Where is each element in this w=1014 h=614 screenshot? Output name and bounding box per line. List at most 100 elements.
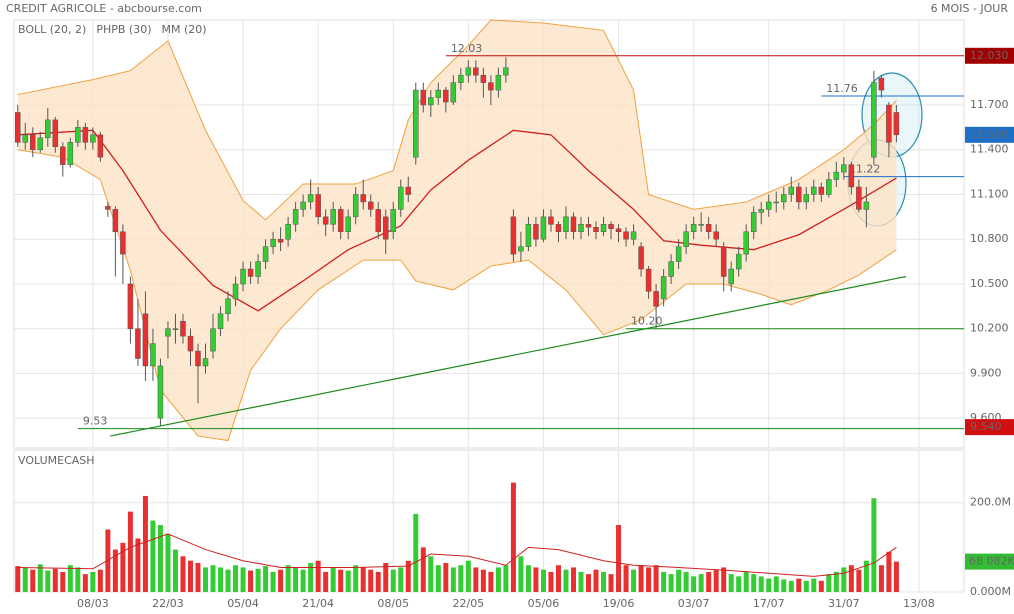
volume-bar [555,565,561,592]
candle-body [277,238,284,243]
candle-body [345,216,351,233]
candle-body [510,216,517,255]
volume-bar [330,567,336,592]
volume-bar [172,549,178,592]
candle-body [683,231,689,247]
candle-body [638,246,644,270]
volume-bar [225,569,231,592]
volume-bar [563,569,569,592]
price-label: 12.030 [970,49,1009,62]
volume-bar [766,578,772,592]
y-tick-label: 11.700 [970,98,1009,111]
volume-bar [308,562,314,592]
volume-bar [435,565,441,592]
volume-bar [525,565,531,592]
candle-body [187,335,194,352]
candle-body [165,328,171,337]
candle-body [578,224,584,233]
candle-body [660,276,667,300]
candle-body [232,283,239,300]
candle-body [585,224,592,228]
volume-bar [97,569,103,592]
volume-label: 68 082K [969,555,1014,568]
volume-bar [826,574,832,592]
volume-bar [518,556,524,592]
volume-bar [510,482,516,592]
volume-bar [345,570,351,592]
legend-entry: BOLL (20, 2) [18,23,86,36]
candle-body [630,231,637,240]
candle-body [390,209,396,233]
candle-body [150,343,156,367]
volume-bar [218,567,224,592]
x-tick-label: 08/05 [377,597,409,610]
band-fill [17,20,897,441]
candle-body [405,186,412,195]
candle-body [210,328,216,352]
volume-bar [255,568,261,592]
candle-body [548,216,554,225]
candle-body [480,74,487,83]
candle-body [690,224,697,233]
volume-bar [841,567,847,592]
volume-bar [803,580,809,592]
x-tick-label: 03/07 [678,597,710,610]
volume-bar [150,520,156,592]
y-tick-label: 10.200 [970,322,1009,335]
candle-body [728,268,734,285]
candle-body [803,194,810,203]
volume-bar [67,565,73,592]
candle-body [337,209,344,233]
candle-body [653,291,659,307]
volume-bar [691,576,697,592]
x-tick-label: 21/04 [302,597,334,610]
candle-body [120,231,126,255]
x-tick-label: 17/07 [753,597,785,610]
volume-bar [698,574,704,592]
candle-body [127,283,134,329]
volume-bar [233,565,239,592]
candle-body [443,89,449,103]
volume-bar [473,567,479,592]
level-label: 12.03 [451,42,483,55]
legend-entry: PHPB (30) [96,23,151,36]
volume-bar [540,569,546,592]
candle-body [413,89,419,158]
candle-body [675,246,682,262]
volume-bar [383,562,389,592]
volume-bar [195,562,201,592]
volume-bar [112,549,118,592]
volume-bar [338,569,344,592]
volume-bar [248,570,254,592]
volume-panel [13,449,965,593]
candle-body [112,209,119,233]
volume-bar [240,567,246,592]
volume-bar [413,513,419,592]
volume-bar [811,578,817,592]
candle-body [135,328,141,359]
volume-bar [751,574,757,592]
volume-bar [676,569,682,592]
candle-body [773,201,780,204]
x-tick-label: 05/04 [227,597,259,610]
candle-body [600,224,607,233]
candle-body [300,201,306,210]
volume-bar [533,567,539,592]
volume-bar [82,574,88,592]
volume-bar [398,567,404,592]
candle-body [247,268,254,277]
volume-bar [578,571,584,592]
level-label: 11.76 [826,82,858,95]
volume-bar [157,525,163,592]
legend-entry: MM (20) [162,23,207,36]
y-tick-label: 10.800 [970,232,1009,245]
volume-bar [323,571,329,592]
volume-bar [278,569,284,592]
volume-bar [458,565,464,592]
level-label: 10.20 [631,315,663,328]
candle-body [360,194,366,203]
volume-bar [390,569,396,592]
volume-bar [30,569,36,592]
volume-bar [142,495,148,592]
y-tick-label: 200.0M [970,496,1011,509]
